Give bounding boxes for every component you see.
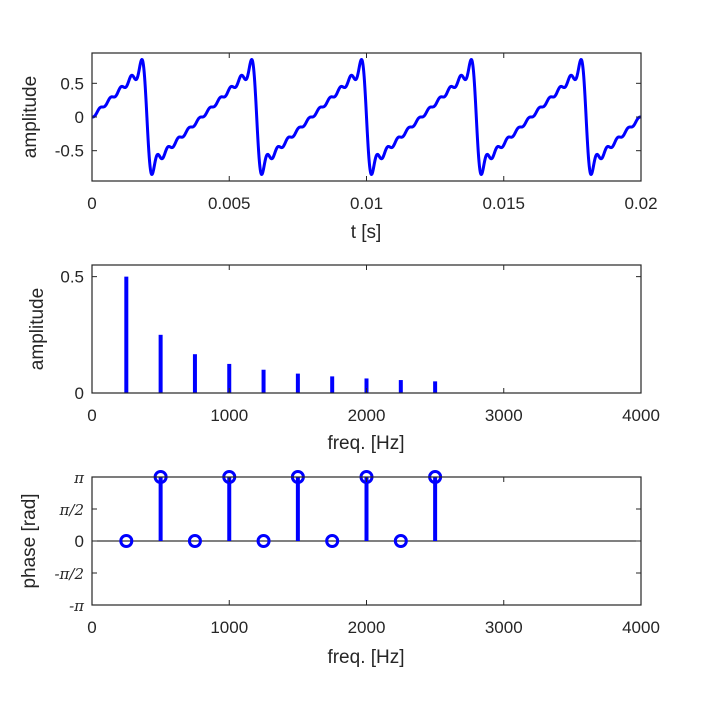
x-axis-ticks: 0 0.005 0.01 0.015 0.02: [87, 53, 658, 213]
amplitude-spectrum-plot: 0 1000 2000 3000 4000 00.5 freq. [Hz] amplit…: [27, 264, 660, 454]
amplitude-bar: [158, 334, 163, 393]
amplitude-bar: [227, 363, 232, 393]
plot-frame: [91, 264, 642, 394]
x-tick-label: 0: [87, 406, 96, 425]
y-axis-label: amplitude: [20, 76, 41, 158]
x-tick-label: 0: [87, 194, 96, 213]
y-axis-label: phase [rad]: [19, 493, 40, 588]
amplitude-bar: [433, 381, 438, 393]
phase-marker: [256, 534, 271, 548]
y-axis-ticks: -π -π/2 0 π/2 π: [54, 469, 641, 615]
x-tick-label: 1000: [210, 618, 248, 637]
y-tick-label: π/2: [59, 501, 84, 519]
x-tick-label: 2000: [348, 618, 386, 637]
y-axis-ticks: 00.5: [60, 268, 641, 403]
phase-stems: [119, 470, 443, 548]
amplitude-bar: [295, 373, 300, 393]
x-tick-label: 2000: [348, 406, 386, 425]
time-signal-plot: 0 0.005 0.01 0.015 0.02 -0.5 0 0.5 t [s] ampli…: [20, 52, 658, 243]
x-axis-label: freq. [Hz]: [327, 433, 404, 454]
amplitude-bar: [261, 369, 266, 393]
y-tick-label: 0: [75, 532, 84, 551]
y-tick-label: -π: [69, 597, 85, 615]
amplitude-bar: [192, 354, 197, 393]
x-tick-label: 3000: [485, 406, 523, 425]
x-tick-label: 0.01: [350, 194, 383, 213]
x-tick-label: 0.005: [208, 194, 251, 213]
x-axis-label: t [s]: [351, 222, 382, 243]
phase-marker: [393, 534, 408, 548]
signal-line: [90, 58, 643, 176]
phase-marker: [187, 534, 202, 548]
x-tick-label: 0: [87, 618, 96, 637]
waveform-line: [90, 58, 643, 176]
x-tick-label: 0.02: [624, 194, 657, 213]
amplitude-bar: [398, 380, 403, 393]
phase-marker: [325, 534, 340, 548]
x-tick-label: 1000: [210, 406, 248, 425]
y-axis-ticks: -0.5 0 0.5: [55, 74, 641, 161]
x-axis-ticks: 0 1000 2000 3000 4000: [87, 265, 660, 425]
y-tick-label: -0.5: [55, 142, 84, 161]
y-tick-label: -π/2: [54, 565, 84, 583]
x-tick-label: 0.015: [482, 194, 525, 213]
y-axis-label: amplitude: [27, 288, 48, 370]
y-tick-label: 0: [75, 384, 84, 403]
x-tick-label: 3000: [485, 618, 523, 637]
phase-spectrum-plot: 0 1000 2000 3000 4000 -π -π/2 0 π/2 π freq. [Hz]…: [19, 469, 660, 668]
amplitude-bar: [124, 276, 129, 393]
x-axis-ticks: 0 1000 2000 3000 4000: [87, 477, 660, 637]
x-tick-label: 4000: [622, 618, 660, 637]
y-tick-label: π: [73, 469, 85, 487]
phase-marker: [119, 534, 134, 548]
y-tick-label: 0.5: [60, 74, 84, 93]
y-tick-label: 0.5: [60, 268, 84, 287]
x-axis-label: freq. [Hz]: [327, 647, 404, 668]
y-tick-label: 0: [75, 108, 84, 127]
amplitude-bar: [330, 376, 335, 393]
amplitude-bar: [364, 378, 369, 393]
x-tick-label: 4000: [622, 406, 660, 425]
amplitude-bars: [124, 276, 438, 393]
